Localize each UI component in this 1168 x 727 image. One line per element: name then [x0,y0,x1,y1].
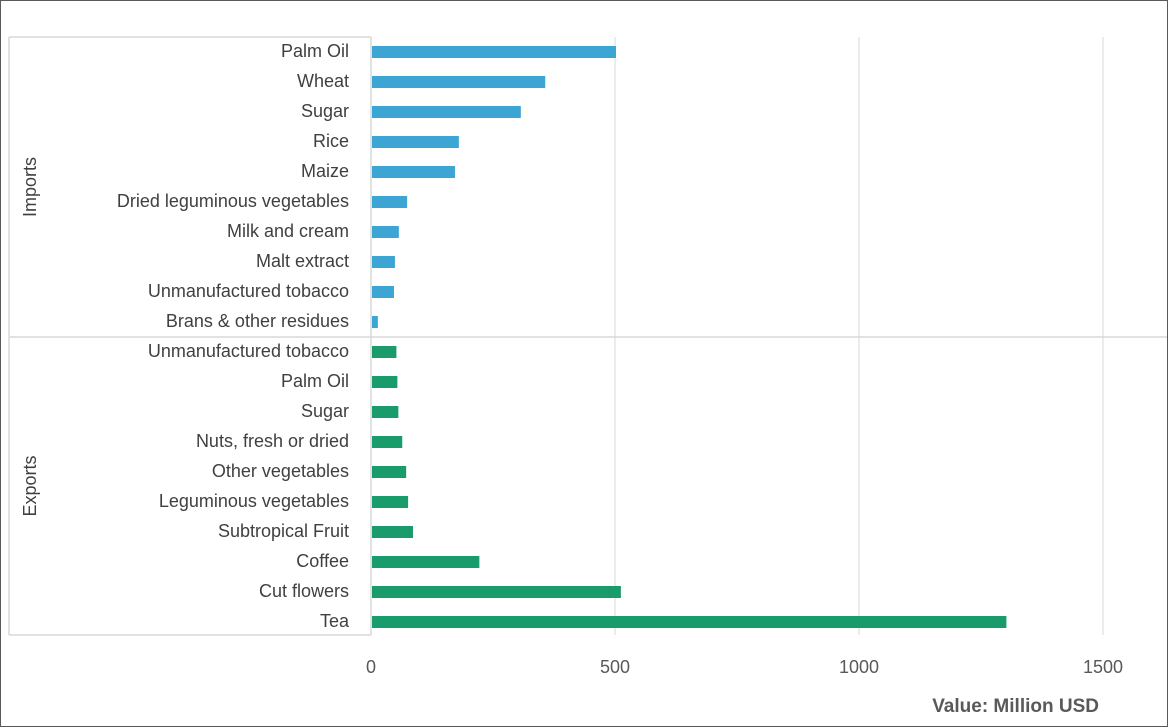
x-axis-title: Value: Million USD [932,696,1099,717]
x-tick-label: 1000 [839,657,879,677]
bar-imports [372,316,378,328]
category-label: Unmanufactured tobacco [148,341,349,361]
bar-imports [372,256,395,268]
bar-exports [372,436,403,448]
category-label: Palm Oil [281,371,349,391]
x-tick-label: 0 [366,657,376,677]
category-axis-structure [8,36,1167,636]
bar-exports [372,406,399,418]
x-axis-ticks: 0 500 1000 1500 [366,657,1123,677]
bar-exports [372,526,413,538]
bar-imports [372,136,459,148]
category-label: Brans & other residues [166,311,349,331]
bar-imports [372,106,521,118]
x-tick-label: 1500 [1083,657,1123,677]
category-label: Malt extract [256,251,349,271]
bar-imports [372,166,455,178]
gridlines [370,37,1104,635]
category-label: Other vegetables [212,461,349,481]
category-label: Unmanufactured tobacco [148,281,349,301]
group-labels: Imports Exports [20,157,40,517]
category-label: Leguminous vegetables [159,491,349,511]
category-label: Cut flowers [259,581,349,601]
category-label: Subtropical Fruit [218,521,349,541]
bar-exports [372,376,398,388]
bars [372,46,1007,628]
category-label: Coffee [296,551,349,571]
category-label: Palm Oil [281,41,349,61]
bar-imports [372,286,394,298]
group-label-imports: Imports [20,157,40,217]
category-label: Sugar [301,401,349,421]
bar-exports [372,586,621,598]
bar-imports [372,196,408,208]
bar-imports [372,226,399,238]
category-label: Maize [301,161,349,181]
category-label: Rice [313,131,349,151]
group-label-exports: Exports [20,455,40,516]
category-label: Wheat [297,71,349,91]
x-tick-label: 500 [600,657,630,677]
bar-exports [372,616,1007,628]
bar-exports [372,466,407,478]
bar-exports [372,346,397,358]
category-label: Dried leguminous vegetables [117,191,349,211]
bar-exports [372,556,480,568]
bar-exports [372,496,409,508]
category-label: Tea [320,611,350,631]
category-labels: Palm Oil Wheat Sugar Rice Maize Dried legumin… [117,41,350,631]
bar-imports [372,76,546,88]
category-label: Sugar [301,101,349,121]
category-label: Milk and cream [227,221,349,241]
bar-imports [372,46,616,58]
category-label: Nuts, fresh or dried [196,431,349,451]
